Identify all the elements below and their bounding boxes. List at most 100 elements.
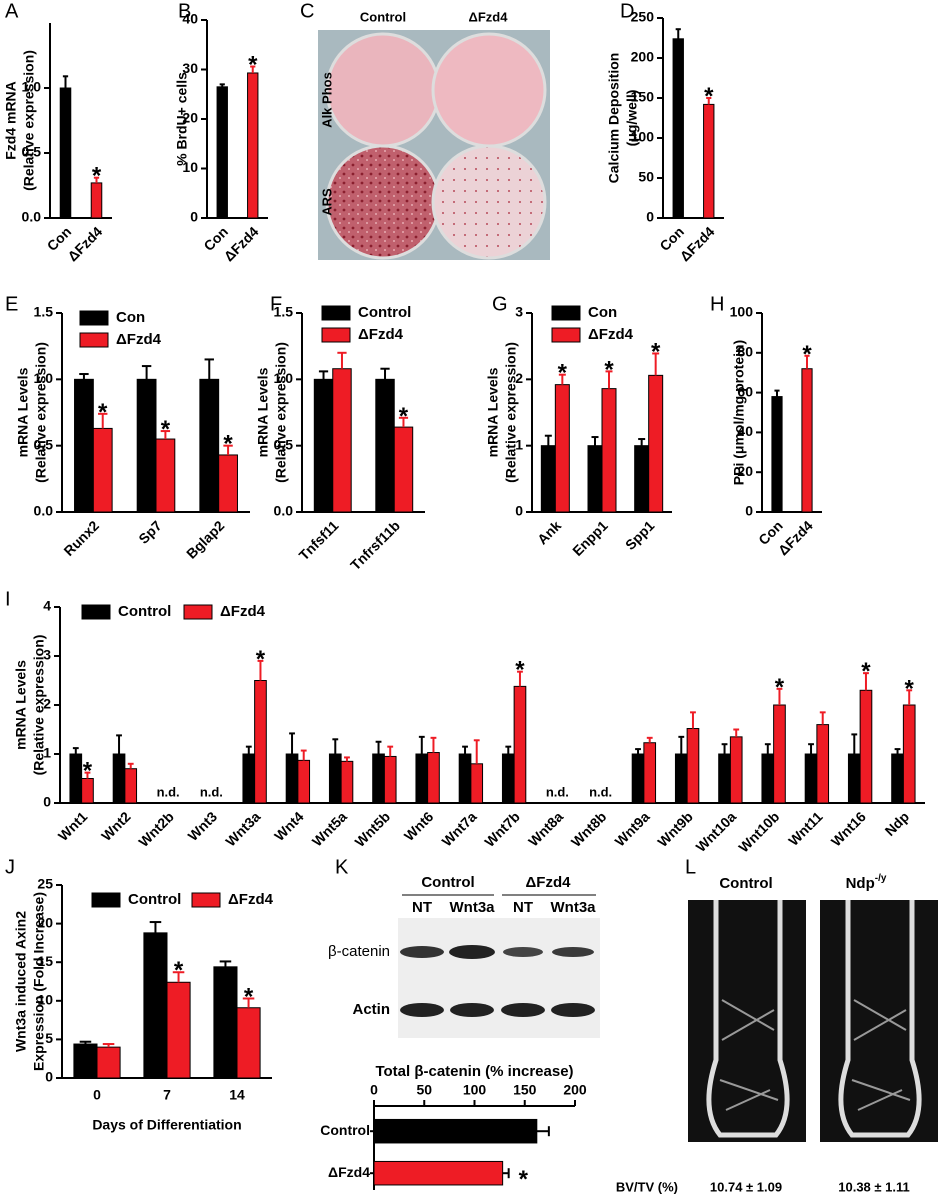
bar bbox=[672, 38, 684, 219]
nd-label: n.d. bbox=[589, 784, 612, 799]
y-axis-label: (Relative expression) bbox=[31, 635, 47, 776]
row-label: β-catenin bbox=[328, 943, 390, 960]
superscript: -/y bbox=[875, 873, 887, 884]
measure: 10.74 ± 1.09 bbox=[710, 1179, 782, 1194]
y-tick-label: 0 bbox=[43, 794, 51, 810]
x-tick-label: Wnt9a bbox=[612, 808, 653, 849]
legend-swatch bbox=[191, 892, 221, 908]
y-axis-label: (Relative expression) bbox=[33, 342, 49, 483]
row-label: Actin bbox=[353, 1001, 391, 1018]
y-tick-label: 20 bbox=[737, 463, 753, 479]
column-label: Control bbox=[360, 9, 406, 24]
bar bbox=[285, 753, 299, 804]
group-label: ΔFzd4 bbox=[526, 874, 572, 891]
panel-k-blot: K Control ΔFzd4 NT Wnt3a NT Wnt3a β-cate… bbox=[328, 856, 600, 1038]
bar bbox=[213, 966, 238, 1079]
y-tick-label: 3 bbox=[515, 304, 523, 320]
bar bbox=[313, 378, 334, 513]
y-tick-label: 1.5 bbox=[274, 304, 294, 320]
y-tick-label: 5 bbox=[45, 1030, 53, 1046]
bar bbox=[218, 454, 238, 513]
significance: * bbox=[861, 658, 871, 685]
y-axis-label: Expression (Fold Increase) bbox=[31, 892, 47, 1071]
bar bbox=[771, 396, 783, 513]
y-tick-label: 0 bbox=[646, 209, 654, 225]
y-tick-label: 10 bbox=[37, 992, 53, 1008]
x-tick-label: ΔFzd4 bbox=[64, 223, 105, 264]
x-tick-label: 7 bbox=[163, 1087, 171, 1103]
bone bbox=[706, 900, 790, 1138]
y-axis-label: (μg/well) bbox=[624, 90, 640, 147]
y-tick-label: 0.0 bbox=[274, 503, 294, 519]
significance: * bbox=[775, 674, 785, 701]
legend-label: Control bbox=[128, 891, 181, 908]
y-tick-label: 1.0 bbox=[34, 370, 54, 386]
band bbox=[450, 1003, 494, 1017]
y-tick-label: 1 bbox=[515, 436, 523, 452]
bar bbox=[242, 753, 256, 804]
measure-label: BV/TV (%) bbox=[616, 1179, 678, 1194]
bar bbox=[847, 753, 861, 804]
panel-label: I bbox=[5, 588, 11, 610]
legend-label: ΔFzd4 bbox=[358, 326, 404, 343]
y-tick-label: 0 bbox=[45, 1069, 53, 1085]
y-tick-label: 25 bbox=[37, 876, 53, 892]
lane-label: NT bbox=[513, 899, 533, 916]
panel-label: K bbox=[335, 856, 349, 878]
x-tick-label: Tnfrsf11b bbox=[347, 517, 403, 573]
panel-label: A bbox=[5, 0, 19, 22]
y-tick-label: 100 bbox=[730, 304, 754, 320]
y-axis-label: PPi (μmol/mg protein) bbox=[731, 340, 747, 485]
band bbox=[400, 1003, 444, 1017]
y-tick-label: 0 bbox=[515, 503, 523, 519]
column-label: ΔFzd4 bbox=[469, 9, 509, 24]
bar bbox=[92, 427, 113, 513]
column-label: Control bbox=[719, 875, 772, 892]
band bbox=[552, 947, 594, 957]
x-tick-label: Wnt11 bbox=[785, 808, 826, 849]
bar bbox=[554, 384, 570, 513]
bar bbox=[415, 753, 429, 804]
y-tick-label: 0.0 bbox=[22, 209, 42, 225]
row-label: Alk Phos bbox=[319, 72, 334, 128]
y-tick-label: 80 bbox=[737, 344, 753, 360]
y-tick-label: 1.0 bbox=[274, 370, 294, 386]
bar bbox=[297, 759, 311, 804]
y-tick-label: 1.0 bbox=[22, 79, 42, 95]
bar bbox=[373, 1160, 504, 1186]
legend-swatch bbox=[81, 604, 111, 620]
bar bbox=[703, 103, 715, 219]
y-tick-label: 2 bbox=[43, 696, 51, 712]
y-axis-label: mRNA Levels bbox=[13, 660, 29, 750]
legend-swatch bbox=[91, 892, 121, 908]
bar bbox=[631, 753, 645, 804]
significance: * bbox=[704, 83, 714, 110]
y-axis-label: Calcium Deposition bbox=[606, 53, 622, 184]
bar bbox=[761, 753, 775, 804]
bar bbox=[891, 753, 904, 804]
band bbox=[501, 1003, 545, 1017]
legend-swatch bbox=[551, 327, 581, 343]
x-tick-label: Ndp bbox=[882, 808, 913, 839]
y-axis-label: Fzd4 mRNA bbox=[3, 81, 19, 160]
y-tick-label: 15 bbox=[37, 953, 53, 969]
y-tick-label: 40 bbox=[737, 423, 753, 439]
legend-label: Con bbox=[588, 304, 617, 321]
y-tick-label: 4 bbox=[43, 598, 51, 614]
x-tick-label: ΔFzd4 bbox=[677, 223, 718, 264]
significance: * bbox=[92, 163, 102, 190]
bar bbox=[59, 87, 72, 219]
x-tick-label: Tnfsf11 bbox=[296, 517, 342, 563]
x-tick-label: 150 bbox=[513, 1082, 537, 1098]
x-tick-label: Wnt10a bbox=[693, 808, 740, 855]
y-axis-label: (Relative expression) bbox=[21, 50, 37, 191]
y-tick-label: 20 bbox=[182, 110, 198, 126]
y-axis-label: mRNA Levels bbox=[255, 367, 271, 457]
bar bbox=[686, 728, 700, 804]
x-axis-label: Days of Differentiation bbox=[92, 1117, 241, 1133]
band bbox=[551, 1003, 595, 1017]
bar bbox=[773, 704, 786, 804]
y-tick-label: 1.5 bbox=[34, 304, 54, 320]
x-tick-label: Wnt8b bbox=[568, 808, 610, 850]
